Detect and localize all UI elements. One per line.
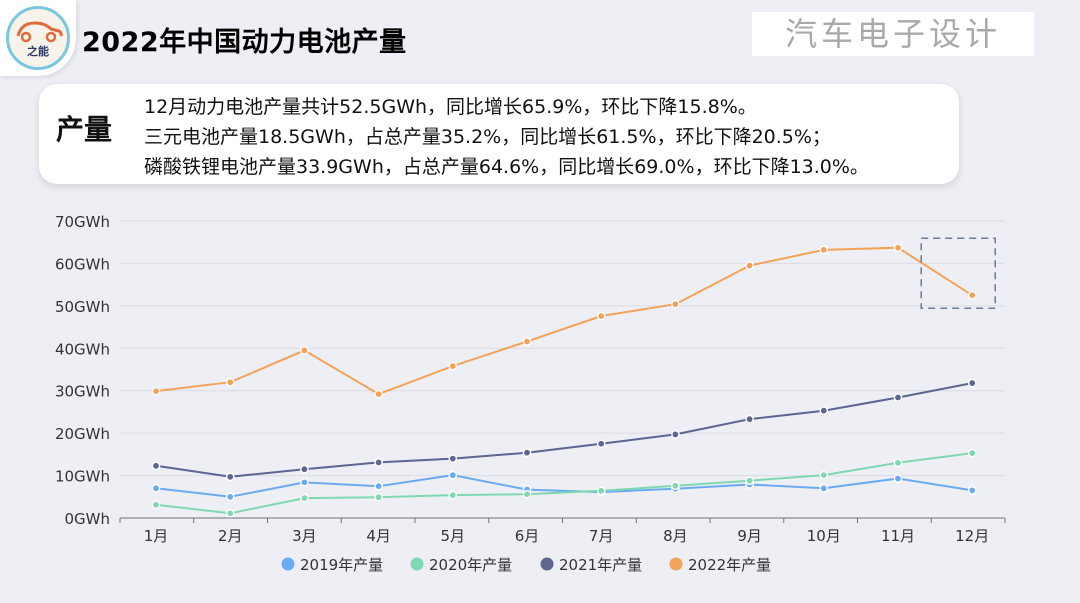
chart-series bbox=[151, 237, 996, 518]
summary-line: 磷酸铁锂电池产量33.9GWh，占总产量64.6%，同比增长69.0%，环比下降… bbox=[144, 156, 869, 178]
x-tick-label: 5月 bbox=[441, 527, 466, 545]
data-point bbox=[819, 245, 829, 255]
page-title: 2022年中国动力电池产量 bbox=[82, 27, 407, 58]
data-point bbox=[151, 500, 161, 510]
legend-marker bbox=[281, 557, 295, 571]
summary-label: 产量 bbox=[56, 113, 113, 146]
data-point bbox=[893, 393, 903, 402]
data-point bbox=[225, 509, 235, 518]
y-tick-label: 30GWh bbox=[55, 383, 110, 401]
data-point bbox=[151, 483, 161, 493]
data-point bbox=[448, 361, 458, 371]
y-tick-label: 40GWh bbox=[55, 340, 110, 358]
highlight-box bbox=[920, 237, 996, 309]
data-point bbox=[893, 474, 903, 483]
chart-legend: 2019年产量 2020年产量 2021年产量 2022年产量 bbox=[281, 556, 771, 574]
y-tick-label: 60GWh bbox=[55, 255, 110, 273]
legend-marker bbox=[410, 557, 424, 571]
data-point bbox=[374, 389, 383, 399]
y-tick-label: 10GWh bbox=[55, 468, 110, 486]
logo-text: 之能 bbox=[27, 45, 49, 58]
data-point bbox=[522, 489, 532, 499]
data-point bbox=[967, 378, 977, 388]
data-point bbox=[819, 470, 829, 480]
data-point bbox=[225, 472, 235, 482]
data-point bbox=[745, 414, 754, 424]
car-icon bbox=[16, 21, 63, 43]
y-tick-label: 0GWh bbox=[64, 510, 110, 528]
legend-label: 2019年产量 bbox=[300, 556, 383, 574]
data-point bbox=[448, 490, 458, 500]
data-point bbox=[893, 243, 903, 253]
data-point bbox=[671, 299, 680, 309]
x-tick-label: 11月 bbox=[881, 527, 915, 545]
data-point bbox=[745, 261, 754, 270]
x-tick-label: 10月 bbox=[807, 527, 841, 545]
data-point bbox=[448, 454, 458, 463]
data-point bbox=[225, 377, 235, 387]
data-point bbox=[225, 492, 235, 502]
series-line bbox=[155, 474, 973, 498]
x-tick-label: 2月 bbox=[218, 527, 243, 545]
summary-line: 12月动力电池产量共计52.5GWh，同比增长65.9%，环比下降15.8%。 bbox=[144, 96, 757, 118]
x-tick-label: 4月 bbox=[366, 527, 391, 545]
data-point bbox=[967, 290, 977, 300]
legend-marker bbox=[540, 557, 554, 571]
data-point bbox=[300, 493, 309, 503]
data-point bbox=[522, 337, 532, 346]
x-axis: 1月 2月 3月 4月 5月 6月 7月 8月 9月 10月 11月 12月 bbox=[119, 518, 1006, 545]
y-tick-label: 70GWh bbox=[55, 213, 110, 231]
summary-text: 12月动力电池产量共计52.5GWh，同比增长65.9%，环比下降15.8%。 … bbox=[144, 92, 869, 182]
data-point bbox=[819, 483, 829, 493]
logo-circle: 之能 bbox=[6, 6, 70, 70]
brand-logo: 之能 bbox=[0, 0, 76, 76]
legend-label: 2021年产量 bbox=[559, 556, 642, 574]
x-tick-label: 3月 bbox=[292, 527, 317, 545]
x-tick-label: 6月 bbox=[515, 527, 540, 545]
data-point bbox=[300, 346, 309, 355]
summary-card: 产量 12月动力电池产量共计52.5GWh，同比增长65.9%，环比下降15.8… bbox=[39, 84, 959, 184]
data-point bbox=[967, 486, 977, 495]
legend-label: 2022年产量 bbox=[688, 556, 771, 574]
data-point bbox=[893, 458, 903, 468]
data-point bbox=[374, 458, 383, 467]
y-tick-label: 50GWh bbox=[55, 298, 110, 316]
data-point bbox=[300, 478, 309, 487]
data-point bbox=[300, 464, 309, 474]
legend-marker bbox=[669, 557, 683, 571]
data-point bbox=[448, 470, 458, 480]
data-point bbox=[374, 481, 383, 491]
data-point bbox=[671, 430, 680, 439]
series-line bbox=[155, 246, 973, 396]
x-tick-label: 8月 bbox=[663, 527, 688, 545]
data-point bbox=[374, 492, 383, 502]
x-tick-label: 9月 bbox=[737, 527, 762, 545]
summary-line: 三元电池产量18.5GWh，占总产量35.2%，同比增长61.5%，环比下降20… bbox=[144, 126, 831, 148]
y-tick-label: 20GWh bbox=[55, 425, 110, 443]
header: 之能 2022年中国动力电池产量 汽车电子设计 bbox=[0, 0, 1080, 86]
data-point bbox=[596, 486, 606, 496]
x-tick-label: 7月 bbox=[589, 527, 614, 545]
chart-grid bbox=[120, 220, 1005, 519]
data-point bbox=[596, 439, 606, 449]
data-point bbox=[819, 406, 829, 415]
x-tick-label: 1月 bbox=[144, 527, 169, 545]
series-line bbox=[155, 382, 973, 478]
x-tick-label: 12月 bbox=[955, 527, 989, 545]
brand-watermark: 汽车电子设计 bbox=[752, 12, 1034, 56]
data-point bbox=[596, 311, 606, 321]
data-point bbox=[967, 448, 977, 458]
data-point bbox=[671, 481, 680, 491]
data-point bbox=[745, 476, 754, 485]
legend-label: 2020年产量 bbox=[429, 556, 512, 574]
y-axis: 0GWh 10GWh 20GWh 30GWh 40GWh 50GWh 60GWh 70GWh bbox=[55, 213, 110, 528]
data-point bbox=[522, 448, 532, 457]
data-point bbox=[151, 386, 161, 396]
data-point bbox=[151, 461, 161, 471]
series-line bbox=[155, 452, 973, 515]
